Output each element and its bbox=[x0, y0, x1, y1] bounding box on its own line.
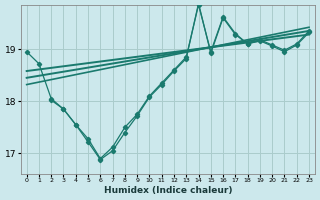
X-axis label: Humidex (Indice chaleur): Humidex (Indice chaleur) bbox=[104, 186, 232, 195]
